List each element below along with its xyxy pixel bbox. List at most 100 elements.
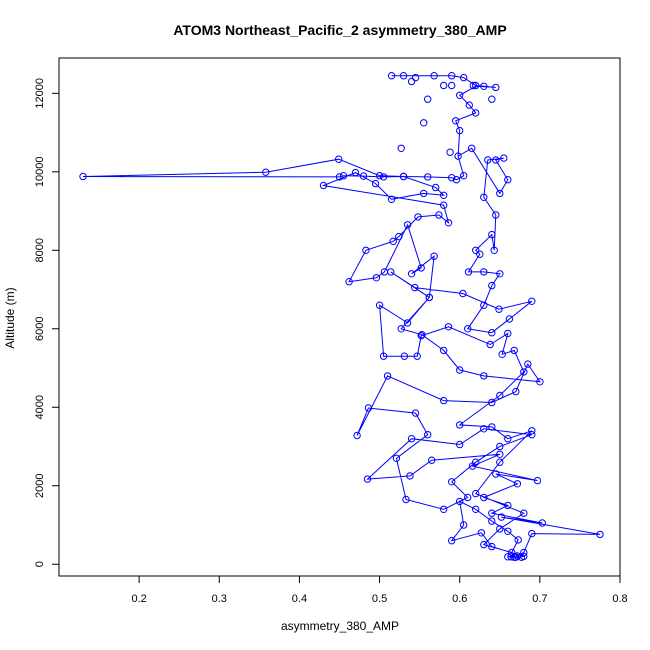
data-point [496, 391, 504, 400]
y-tick-label: 6000 [34, 317, 46, 341]
data-point [389, 237, 397, 246]
data-point [510, 346, 518, 355]
data-point [392, 454, 401, 462]
x-tick-label: 0.6 [452, 593, 467, 605]
data-point [375, 172, 384, 180]
x-axis-label: asymmetry_380_AMP [281, 619, 399, 633]
data-point [512, 387, 520, 396]
data-point [468, 144, 476, 153]
data-point [528, 529, 536, 538]
data-point [379, 173, 388, 181]
data-point [488, 509, 496, 517]
x-tick-label: 0.5 [372, 593, 387, 605]
data-point [495, 305, 503, 313]
data-point [432, 183, 440, 192]
data-point [488, 329, 496, 337]
data-point [504, 176, 512, 184]
data-point [420, 189, 428, 198]
data-point [444, 219, 453, 227]
data-point [520, 368, 528, 376]
data-point [407, 435, 416, 443]
data-point [480, 301, 488, 309]
data-point [372, 274, 381, 282]
data-point [472, 109, 480, 117]
data-point [411, 73, 420, 82]
data-point [400, 352, 409, 360]
x-tick-label: 0.2 [131, 593, 146, 605]
data-point [417, 332, 425, 340]
data-point [472, 81, 480, 90]
data-point [397, 144, 405, 153]
data-point [440, 396, 448, 405]
y-axis-label: Altitude (m) [3, 287, 17, 348]
data-point [456, 126, 464, 135]
data-point [383, 372, 392, 380]
data-point [363, 475, 372, 483]
data-point [524, 360, 532, 368]
data-point [440, 191, 448, 200]
data-point [504, 501, 512, 510]
data-point [339, 172, 348, 180]
data-point [496, 450, 504, 458]
data-point [430, 252, 438, 260]
data-point [459, 289, 467, 298]
data-point [407, 270, 416, 278]
data-point [448, 72, 456, 80]
x-axis: 0.2 0.3 0.4 0.5 0.6 0.7 0.8 [131, 575, 628, 605]
data-point [456, 91, 464, 100]
data-point [406, 472, 414, 480]
data-point [440, 505, 448, 513]
data-point [507, 553, 515, 561]
data-point [497, 513, 506, 521]
data-point [528, 297, 536, 305]
data-point [375, 301, 384, 309]
data-point [496, 270, 504, 278]
data-point [262, 168, 270, 176]
x-tick-label: 0.8 [612, 593, 627, 605]
data-point [446, 148, 454, 156]
data-point [496, 458, 504, 466]
data-point [476, 250, 484, 258]
data-point [496, 189, 504, 198]
data-point [440, 81, 448, 90]
data-point [488, 281, 496, 290]
y-axis: 0 2000 4000 6000 8000 10000 12000 [34, 78, 60, 567]
data-point [492, 470, 500, 478]
data-point [399, 172, 408, 181]
data-point [520, 548, 528, 557]
data-point [484, 156, 492, 164]
data-point [480, 372, 488, 380]
data-point [472, 458, 480, 466]
data-point [496, 442, 504, 451]
data-point [488, 423, 496, 431]
data-point [335, 173, 344, 181]
data-point [319, 181, 328, 190]
data-point [498, 350, 506, 358]
data-point [425, 293, 433, 302]
data-point [413, 352, 421, 360]
data-point [371, 179, 380, 188]
data-point [387, 195, 396, 204]
data-point [353, 431, 361, 440]
data-point [472, 505, 480, 513]
y-tick-label: 2000 [34, 474, 46, 498]
data-point [508, 548, 516, 557]
data-point [448, 478, 456, 486]
data-point [448, 537, 456, 545]
series-line [82, 147, 601, 558]
data-point [496, 525, 504, 533]
data-point [504, 329, 512, 338]
data-point [411, 283, 419, 292]
data-point [488, 542, 496, 551]
data-point [492, 156, 500, 164]
data-point [448, 81, 456, 90]
data-point [505, 315, 514, 323]
data-point [492, 211, 500, 219]
data-point [430, 72, 438, 80]
data-point [480, 493, 488, 502]
data-point [418, 331, 426, 339]
data-point [380, 268, 389, 276]
data-point [79, 172, 87, 181]
data-point [533, 476, 542, 485]
